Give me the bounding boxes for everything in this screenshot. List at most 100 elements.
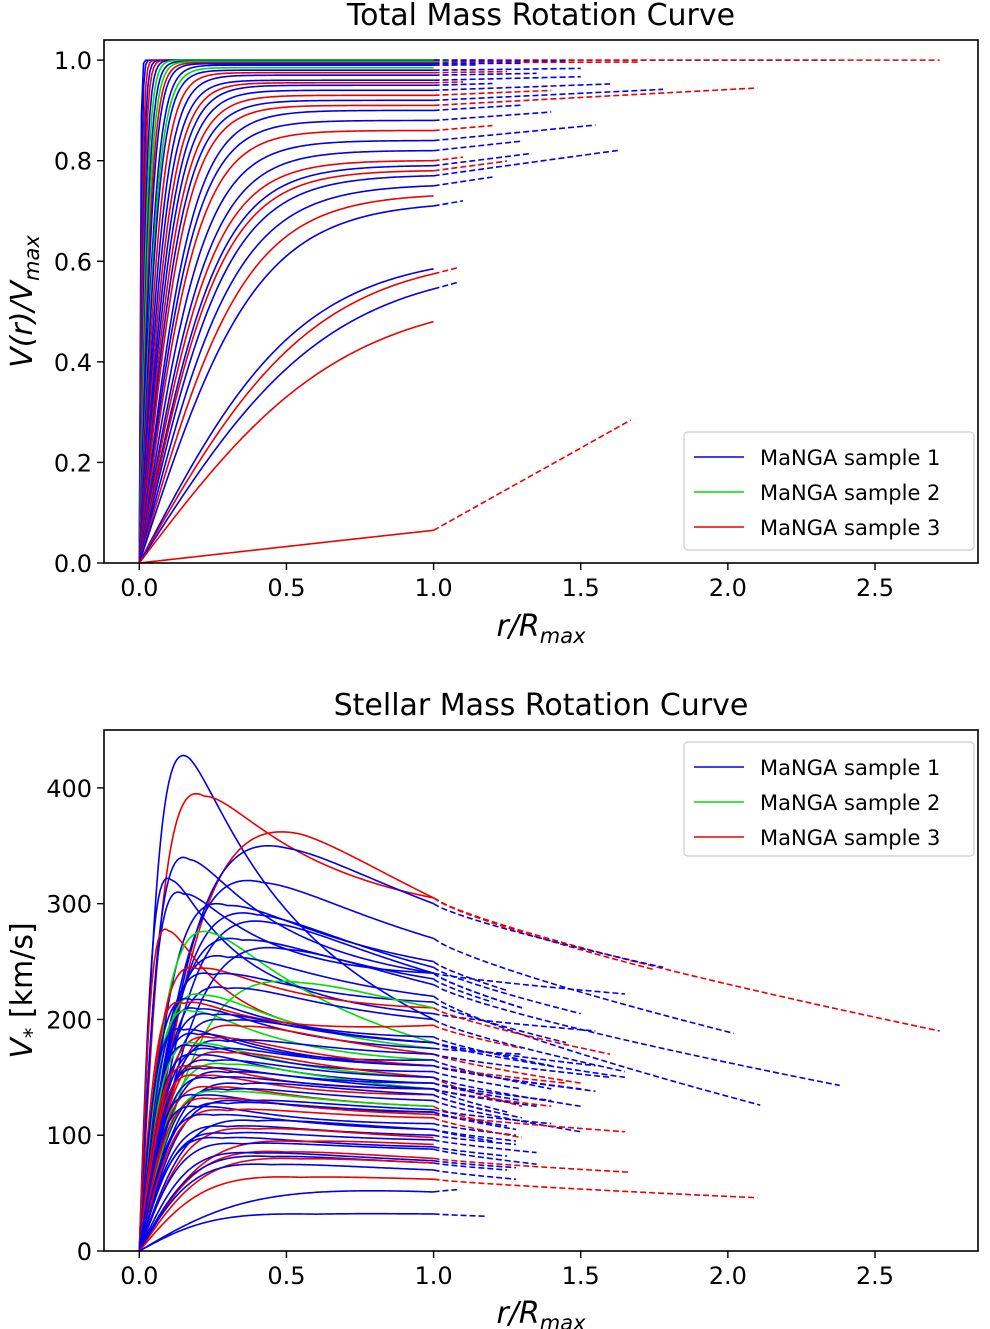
- curve-sample-3: [138, 1150, 434, 1251]
- curve-extension-sample-1: [433, 1148, 537, 1165]
- curve-extension-sample-1: [433, 960, 508, 992]
- curve-sample-1: [138, 1142, 434, 1251]
- curve-sample-3: [138, 1140, 434, 1251]
- total-mass-chart: Total Mass Rotation Curve 0.0 0.5 1.0 1.5 2.0…: [5, 0, 979, 648]
- curve-extension-sample-3: [433, 1157, 631, 1174]
- curve-extension-sample-3: [433, 1117, 523, 1139]
- curve-extension-sample-1: [433, 1059, 552, 1090]
- curve-extension-sample-3: [433, 1007, 611, 1055]
- curve-sample-1: [138, 1151, 434, 1251]
- curve-sample-1: [138, 1101, 434, 1251]
- curve-sample-1: [138, 89, 434, 563]
- y-tick-label: 400: [46, 775, 92, 803]
- curve-extension-sample-1: [433, 200, 464, 207]
- curve-sample-1: [138, 986, 434, 1251]
- curve-extension-sample-1: [433, 1108, 552, 1125]
- curves: [138, 59, 940, 563]
- plot-frame: [103, 39, 979, 564]
- curve-extension-sample-1: [433, 140, 522, 152]
- curve-sample-1: [138, 1082, 434, 1251]
- curve-sample-3: [138, 320, 434, 563]
- curve-extension-sample-1: [433, 1169, 517, 1181]
- legend-label: MaNGA sample 3: [760, 826, 940, 850]
- curve-extension-sample-1: [433, 995, 761, 1106]
- y-tick-label: 0.8: [54, 148, 92, 176]
- curve-sample-3: [138, 966, 434, 1251]
- curve-sample-2: [138, 1062, 434, 1251]
- curve-extension-sample-1: [433, 281, 458, 290]
- x-tick-label: 1.0: [415, 1262, 453, 1290]
- curve-extension-sample-1: [433, 1099, 581, 1133]
- x-tick-label: 0.5: [267, 1262, 305, 1290]
- curve-extension-sample-1: [433, 983, 840, 1087]
- curve-extension-sample-1: [433, 1093, 523, 1119]
- curve-sample-1: [138, 64, 434, 563]
- curve-sample-1: [138, 1105, 434, 1251]
- curve-sample-3: [138, 1176, 434, 1251]
- curve-extension-sample-3: [433, 81, 464, 84]
- legend-label: MaNGA sample 2: [760, 791, 940, 815]
- curve-sample-1: [138, 1131, 434, 1251]
- curve-extension-sample-3: [433, 897, 940, 1032]
- curve-extension-sample-3: [433, 419, 632, 532]
- curve-extension-sample-1: [433, 1128, 517, 1142]
- chart-title: Stellar Mass Rotation Curve: [334, 688, 749, 723]
- y-tick-label: 1.0: [54, 47, 92, 75]
- curve-sample-1: [138, 1155, 434, 1251]
- curve-sample-1: [138, 1125, 434, 1251]
- curve-sample-1: [138, 1027, 434, 1251]
- y-tick-label: 100: [46, 1122, 92, 1150]
- curve-extension-sample-3: [433, 124, 493, 132]
- y-tick-label: 0.6: [54, 248, 92, 276]
- curve-extension-sample-1: [433, 1088, 537, 1108]
- y-tick-label: 0.0: [54, 550, 92, 578]
- curve-sample-3: [138, 1157, 434, 1251]
- curve-sample-1: [138, 856, 434, 1251]
- curve-sample-2: [138, 66, 434, 563]
- curve-sample-1: [138, 912, 434, 1251]
- curve-sample-3: [139, 529, 434, 563]
- curve-extension-sample-1: [433, 1065, 581, 1090]
- x-tick-label: 2.5: [856, 1262, 894, 1290]
- curve-extension-sample-1: [433, 1139, 537, 1154]
- curve-sample-2: [138, 993, 434, 1251]
- curve-extension-sample-1: [433, 67, 581, 71]
- curve-extension-sample-1: [433, 152, 531, 167]
- curves: [138, 754, 940, 1251]
- curve-sample-1: [138, 69, 434, 563]
- curve-sample-3: [138, 1127, 434, 1251]
- legend-box: [683, 741, 975, 857]
- legend-label: MaNGA sample 1: [760, 756, 940, 780]
- curve-sample-1: [138, 288, 434, 563]
- curve-extension-sample-1: [433, 1036, 552, 1067]
- curve-sample-1: [138, 1059, 434, 1251]
- curve-extension-sample-1: [433, 1070, 522, 1090]
- stellar-mass-chart: Stellar Mass Rotation Curve 0.0 0.5 1.0 1.5 2…: [5, 688, 979, 1329]
- curve-extension-sample-1: [433, 937, 734, 1035]
- curve-sample-1: [138, 164, 434, 563]
- curve-sample-2: [138, 1090, 434, 1251]
- legend-box: [683, 431, 975, 551]
- curve-sample-1: [138, 174, 434, 563]
- curve-extension-sample-1: [433, 1188, 458, 1193]
- curve-sample-3: [138, 792, 434, 1251]
- curve-extension-sample-1: [433, 972, 625, 995]
- curve-extension-sample-1: [433, 1213, 487, 1218]
- x-tick-label: 0.0: [120, 1262, 158, 1290]
- curve-sample-1: [138, 1190, 434, 1251]
- curve-sample-1: [138, 972, 434, 1251]
- curve-sample-1: [138, 1070, 434, 1251]
- curve-sample-3: [138, 94, 434, 563]
- curve-sample-1: [138, 74, 434, 563]
- curve-sample-1: [138, 1212, 434, 1251]
- curve-extension-sample-3: [433, 897, 655, 971]
- curve-extension-sample-1: [433, 1053, 611, 1079]
- curve-sample-3: [138, 831, 434, 1251]
- legend-label: MaNGA sample 3: [760, 516, 940, 540]
- curve-extension-sample-1: [433, 111, 552, 122]
- y-axis-label: V(r)/Vmax: [5, 235, 44, 368]
- x-axis-label: r/Rmax: [496, 1296, 586, 1329]
- curve-extension-sample-3: [433, 70, 508, 74]
- x-tick-label: 1.5: [562, 1262, 600, 1290]
